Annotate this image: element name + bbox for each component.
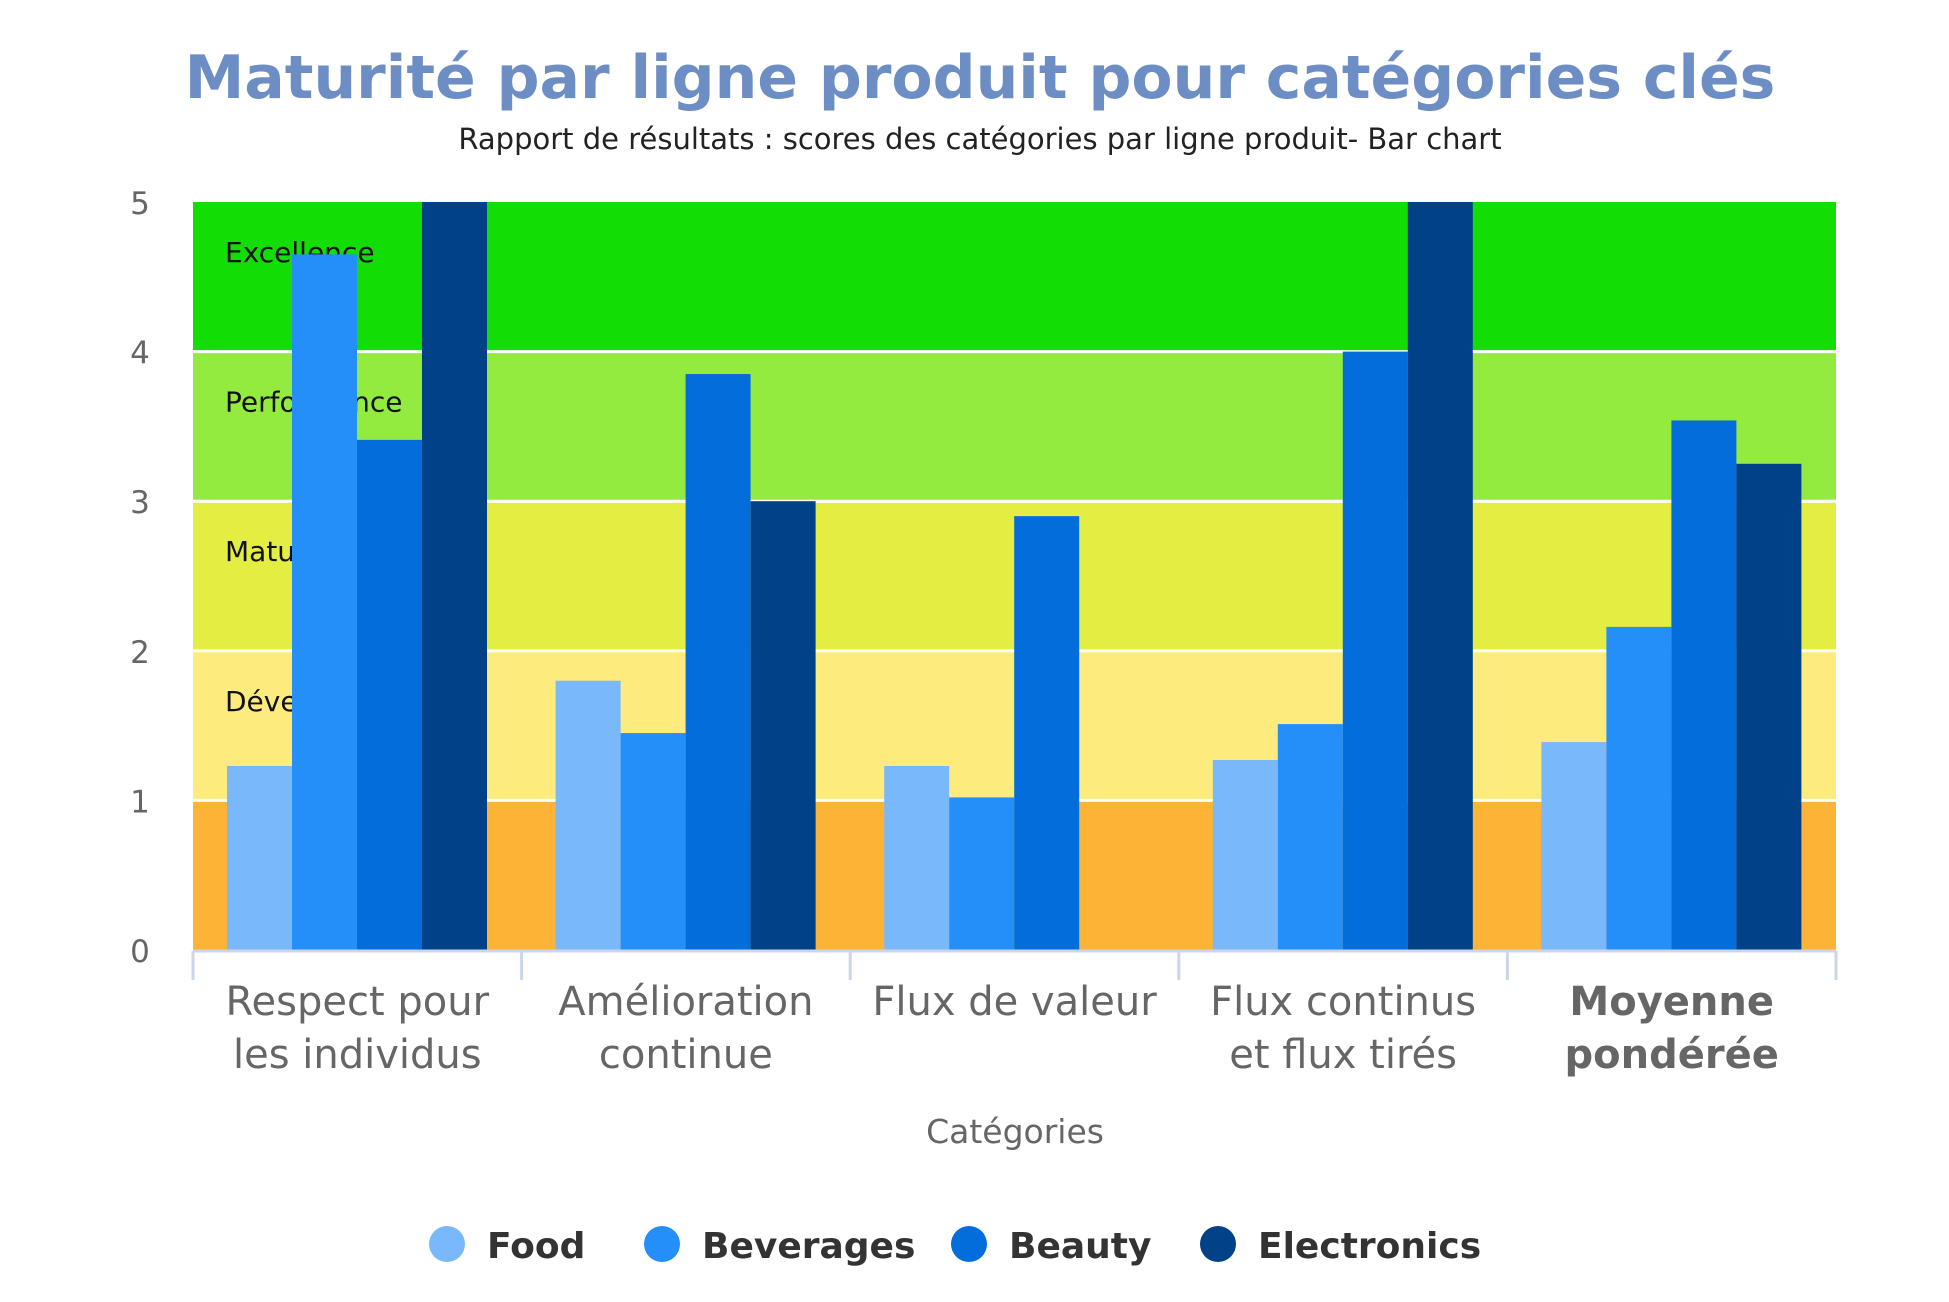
y-tick-label: 0 xyxy=(130,934,150,970)
bar-electronics-3[interactable] xyxy=(1407,202,1473,950)
chart-subtitle: Rapport de résultats : scores des catégo… xyxy=(458,122,1501,156)
legend-marker-food[interactable] xyxy=(429,1226,465,1262)
legend-label-beverages: Beverages xyxy=(702,1226,915,1267)
bar-food-1[interactable] xyxy=(555,680,621,950)
bar-electronics-0[interactable] xyxy=(422,202,487,950)
bar-beverages-0[interactable] xyxy=(292,254,357,951)
bar-beauty-4[interactable] xyxy=(1671,420,1737,950)
bar-beauty-1[interactable] xyxy=(685,374,751,950)
bar-food-2[interactable] xyxy=(884,765,950,950)
bar-food-0[interactable] xyxy=(227,765,292,950)
bar-electronics-4[interactable] xyxy=(1736,463,1802,950)
legend-label-food: Food xyxy=(487,1226,585,1267)
bar-beauty-2[interactable] xyxy=(1014,516,1080,950)
x-tick-label: Flux de valeur xyxy=(872,979,1157,1025)
bar-beauty-3[interactable] xyxy=(1342,351,1408,951)
bar-beverages-2[interactable] xyxy=(949,797,1015,950)
x-tick-label: Respect pour xyxy=(226,979,490,1025)
x-tick-label: Flux continus xyxy=(1210,979,1476,1025)
bar-beverages-4[interactable] xyxy=(1606,626,1672,950)
bar-food-4[interactable] xyxy=(1541,742,1607,950)
bar-beverages-3[interactable] xyxy=(1277,724,1343,950)
bar-food-3[interactable] xyxy=(1212,760,1278,950)
x-tick-label: pondérée xyxy=(1565,1032,1779,1078)
y-tick-label: 3 xyxy=(130,485,150,521)
y-tick-label: 2 xyxy=(130,635,150,671)
y-tick-label: 5 xyxy=(130,186,150,222)
bar-beverages-1[interactable] xyxy=(620,733,686,950)
y-tick-label: 4 xyxy=(130,336,150,372)
x-axis-title: Catégories xyxy=(926,1112,1104,1151)
legend-marker-beauty[interactable] xyxy=(951,1226,987,1262)
x-tick-label: les individus xyxy=(233,1032,482,1078)
x-tick-label: et flux tirés xyxy=(1229,1032,1457,1078)
x-tick-label: Moyenne xyxy=(1569,979,1774,1025)
x-tick-label: continue xyxy=(599,1032,773,1078)
legend-marker-beverages[interactable] xyxy=(644,1226,680,1262)
bar-electronics-1[interactable] xyxy=(750,501,816,950)
legend-label-beauty: Beauty xyxy=(1009,1226,1151,1267)
legend-label-electronics: Electronics xyxy=(1258,1226,1481,1267)
legend-marker-electronics[interactable] xyxy=(1200,1226,1236,1262)
x-tick-label: Amélioration xyxy=(558,979,813,1025)
y-tick-label: 1 xyxy=(130,784,150,820)
chart-title: Maturité par ligne produit pour catégori… xyxy=(185,43,1776,113)
bar-beauty-0[interactable] xyxy=(357,439,422,950)
